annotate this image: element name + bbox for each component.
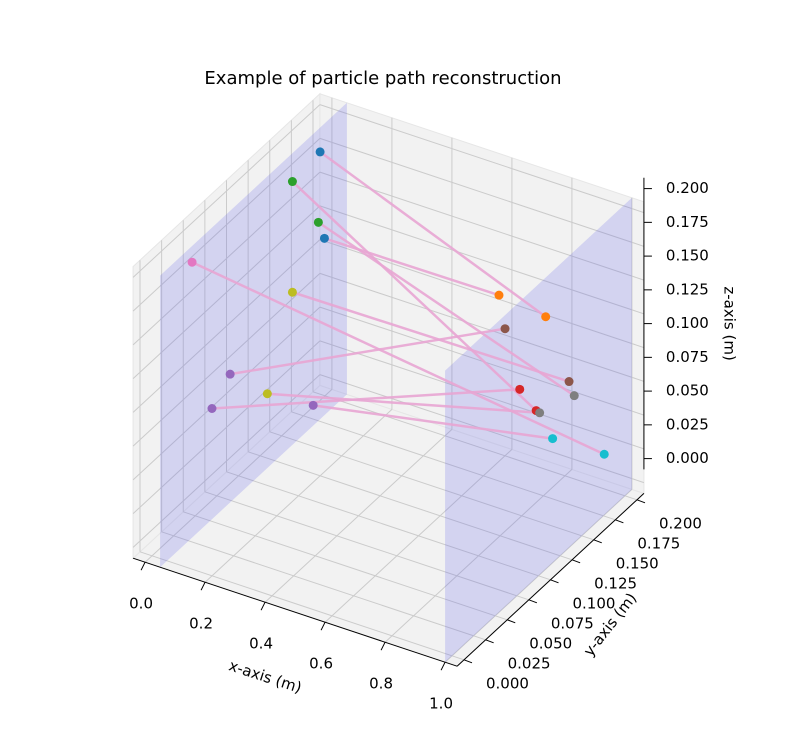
hit-point — [287, 177, 297, 187]
y-tick-label: 0.025 — [508, 654, 551, 672]
track — [191, 261, 605, 456]
y-tick-label: 0.125 — [594, 574, 637, 592]
y-tick — [636, 499, 646, 504]
track — [229, 327, 506, 376]
y-tick — [463, 659, 473, 664]
chart-title: Example of particle path reconstruction — [204, 68, 561, 89]
track — [267, 392, 540, 415]
y-tick — [615, 519, 624, 524]
x-tick — [440, 661, 446, 671]
x-tick-label: 0.6 — [309, 655, 333, 673]
hit-point — [541, 312, 551, 322]
grid-line — [132, 171, 321, 346]
y-tick — [485, 639, 494, 644]
z-tick-label: 0.175 — [666, 213, 709, 231]
hit-point — [515, 384, 525, 394]
x-tick-label: 0.2 — [189, 615, 213, 633]
y-tick-label: 0.050 — [529, 634, 572, 652]
hit-point — [262, 389, 272, 399]
grid-line — [139, 551, 465, 661]
hit-point — [287, 287, 297, 297]
grid-line — [132, 104, 321, 278]
y-tick-label: 0.000 — [486, 674, 529, 692]
grid-line — [319, 340, 645, 450]
z-tick-label: 0.200 — [666, 179, 709, 197]
y-tick-label: 0.200 — [659, 514, 702, 532]
grid-line — [319, 205, 645, 315]
z-axis-label: z-axis (m) — [720, 286, 738, 360]
hit-point — [535, 408, 545, 418]
grid-line — [132, 306, 321, 481]
x-tick — [260, 601, 266, 611]
grid-line — [226, 471, 551, 581]
hit-point — [308, 400, 318, 410]
grid-line — [291, 411, 616, 521]
x-tick — [200, 581, 206, 591]
z-tick-label: 0.050 — [666, 382, 709, 400]
hit-point — [319, 233, 329, 243]
detector-plane — [445, 197, 632, 663]
hit-point — [187, 257, 197, 267]
track — [292, 291, 570, 383]
detector-plane — [160, 102, 347, 568]
hit-point — [225, 369, 235, 379]
hit-point — [313, 217, 323, 227]
grid-line — [269, 431, 594, 541]
x-tick-label: 0.4 — [249, 635, 273, 653]
grid-line — [319, 272, 645, 382]
grid-line — [319, 137, 645, 247]
y-axis-line — [456, 493, 645, 667]
y-tick — [571, 559, 581, 564]
x-tick — [380, 641, 386, 651]
track — [324, 237, 500, 297]
y-tick — [550, 579, 559, 584]
hit-point — [207, 404, 217, 413]
track — [317, 221, 575, 397]
x-axis-label: x-axis (m) — [227, 657, 304, 697]
x-tick-label: 0.0 — [129, 595, 153, 613]
grid-line — [204, 491, 530, 601]
x-tick-label: 1.0 — [429, 695, 453, 713]
y-tick — [528, 599, 538, 604]
grid-line — [132, 239, 321, 413]
hit-point — [564, 377, 574, 387]
y-tick-label: 0.175 — [637, 534, 680, 552]
track — [319, 150, 547, 318]
track — [313, 404, 553, 440]
hit-point — [548, 434, 558, 444]
hit-point — [315, 147, 325, 157]
x-axis-line — [132, 557, 458, 667]
track — [211, 388, 520, 410]
y-tick — [507, 619, 516, 624]
z-tick-label: 0.000 — [666, 449, 709, 467]
hit-point — [599, 449, 609, 459]
x-tick — [320, 621, 326, 631]
hit-point — [500, 324, 510, 334]
y-tick-label: 0.100 — [573, 594, 616, 612]
grid-line — [312, 391, 638, 501]
grid-line — [132, 272, 321, 447]
grid-line — [132, 340, 321, 515]
z-tick-label: 0.075 — [666, 348, 709, 366]
grid-line — [183, 511, 508, 621]
grid-line — [247, 451, 573, 561]
z-tick-label: 0.150 — [666, 247, 709, 265]
hit-point — [569, 391, 579, 401]
z-tick-label: 0.125 — [666, 280, 709, 298]
grid-line — [161, 531, 486, 641]
track — [291, 180, 538, 412]
y-tick-label: 0.150 — [616, 554, 659, 572]
y-tick-label: 0.075 — [551, 614, 594, 632]
z-tick-label: 0.025 — [666, 415, 709, 433]
grid-line — [132, 205, 321, 380]
z-tick-label: 0.100 — [666, 314, 709, 332]
grid-line — [132, 137, 321, 312]
grid-line — [319, 104, 645, 214]
y-tick — [593, 539, 602, 544]
x-tick-label: 0.8 — [369, 675, 393, 693]
x-tick — [140, 561, 146, 571]
hit-point — [494, 290, 504, 300]
